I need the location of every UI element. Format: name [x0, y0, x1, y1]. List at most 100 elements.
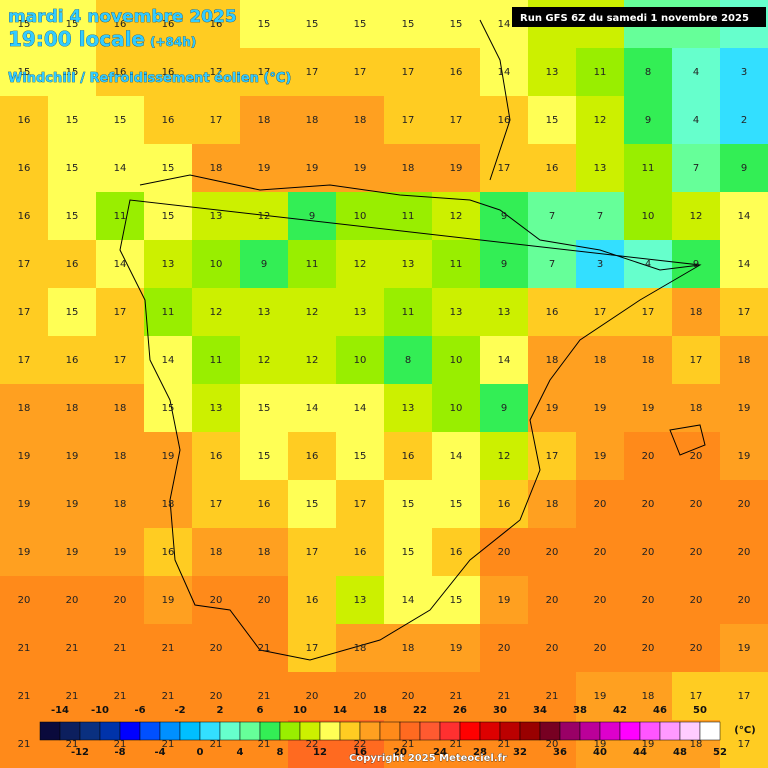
grid-cell: [672, 576, 721, 625]
grid-value: 18: [402, 163, 415, 174]
grid-value: 15: [258, 451, 271, 462]
grid-value: 13: [450, 307, 463, 318]
grid-value: 13: [258, 307, 271, 318]
grid-value: 15: [402, 19, 415, 30]
grid-value: 20: [642, 595, 655, 606]
grid-cell: [576, 624, 625, 673]
grid-cell: [0, 624, 49, 673]
grid-value: 14: [738, 211, 751, 222]
grid-value: 15: [450, 19, 463, 30]
grid-cell: [0, 672, 49, 721]
grid-cell: [144, 144, 193, 193]
grid-cell: [336, 528, 385, 577]
grid-cell: [240, 384, 289, 433]
scale-label: 22: [413, 705, 427, 716]
grid-value: 14: [402, 595, 415, 606]
grid-value: 20: [498, 547, 511, 558]
grid-value: 14: [498, 19, 511, 30]
grid-value: 17: [738, 691, 751, 702]
grid-value: 13: [402, 403, 415, 414]
grid-value: 21: [258, 739, 271, 750]
grid-value: 16: [18, 211, 31, 222]
grid-value: 18: [306, 115, 319, 126]
grid-cell: [288, 192, 337, 241]
scale-label: -10: [91, 705, 109, 716]
grid-value: 20: [18, 595, 31, 606]
grid-value: 16: [66, 355, 79, 366]
grid-value: 15: [66, 307, 79, 318]
grid-value: 13: [402, 259, 415, 270]
grid-value: 20: [642, 547, 655, 558]
grid-cell: [576, 672, 625, 721]
grid-cell: [0, 432, 49, 481]
grid-value: 18: [114, 499, 127, 510]
scale-label: 24: [433, 747, 447, 758]
grid-value: 13: [210, 211, 223, 222]
grid-value: 16: [18, 115, 31, 126]
time: 19:00 locale: [8, 27, 145, 51]
grid-cell: [48, 576, 97, 625]
grid-cell: [432, 192, 481, 241]
grid-value: 20: [546, 643, 559, 654]
grid-value: 17: [402, 115, 415, 126]
grid-cell: [576, 528, 625, 577]
grid-value: 13: [546, 67, 559, 78]
grid-cell: [672, 672, 721, 721]
grid-value: 14: [162, 355, 175, 366]
grid-value: 10: [354, 355, 367, 366]
grid-value: 21: [450, 739, 463, 750]
grid-cell: [480, 192, 529, 241]
grid-value: 18: [354, 115, 367, 126]
grid-value: 17: [738, 307, 751, 318]
grid-cell: [528, 672, 577, 721]
grid-value: 18: [210, 547, 223, 558]
grid-cell: [384, 384, 433, 433]
grid-value: 11: [162, 307, 175, 318]
grid-cell: [144, 48, 193, 97]
grid-cell: [480, 240, 529, 289]
scale-box: [399, 721, 421, 741]
grid-cell: [0, 48, 49, 97]
grid-cell: [48, 240, 97, 289]
scale-label: -8: [114, 747, 125, 758]
grid-cell: [0, 192, 49, 241]
grid-cell: [240, 288, 289, 337]
grid-cell: [480, 576, 529, 625]
grid-value: 16: [18, 163, 31, 174]
grid-cell: [576, 192, 625, 241]
grid-value: 4: [693, 115, 699, 126]
grid-cell: [576, 384, 625, 433]
grid-value: 7: [549, 211, 555, 222]
scale-box: [359, 721, 381, 741]
scale-box: [39, 721, 61, 741]
grid-value: 15: [66, 211, 79, 222]
scale-box: [279, 721, 301, 741]
grid-cell: [480, 144, 529, 193]
grid-value: 7: [693, 163, 699, 174]
grid-value: 21: [258, 643, 271, 654]
scale-unit: (°C): [734, 725, 755, 736]
grid-cell: [384, 192, 433, 241]
grid-cell: [288, 144, 337, 193]
grid-value: 21: [18, 643, 31, 654]
grid-cell: [288, 96, 337, 145]
grid-cell: [384, 0, 433, 49]
scale-label: -12: [71, 747, 89, 758]
grid-value: 22: [306, 739, 319, 750]
date: mardi 4 novembre 2025: [8, 7, 237, 27]
grid-value: 17: [306, 67, 319, 78]
grid-cell: [336, 0, 385, 49]
grid-value: 17: [210, 115, 223, 126]
grid-cell: [336, 672, 385, 721]
grid-value: 21: [114, 643, 127, 654]
grid-value: 19: [162, 595, 175, 606]
grid-cell: [720, 192, 768, 241]
grid-cell: [432, 48, 481, 97]
grid-cell: [384, 432, 433, 481]
grid-cell: [48, 336, 97, 385]
grid-cell: [144, 624, 193, 673]
grid-value: 20: [306, 691, 319, 702]
grid-value: 9: [501, 403, 507, 414]
grid-value: 15: [402, 499, 415, 510]
grid-value: 20: [594, 499, 607, 510]
